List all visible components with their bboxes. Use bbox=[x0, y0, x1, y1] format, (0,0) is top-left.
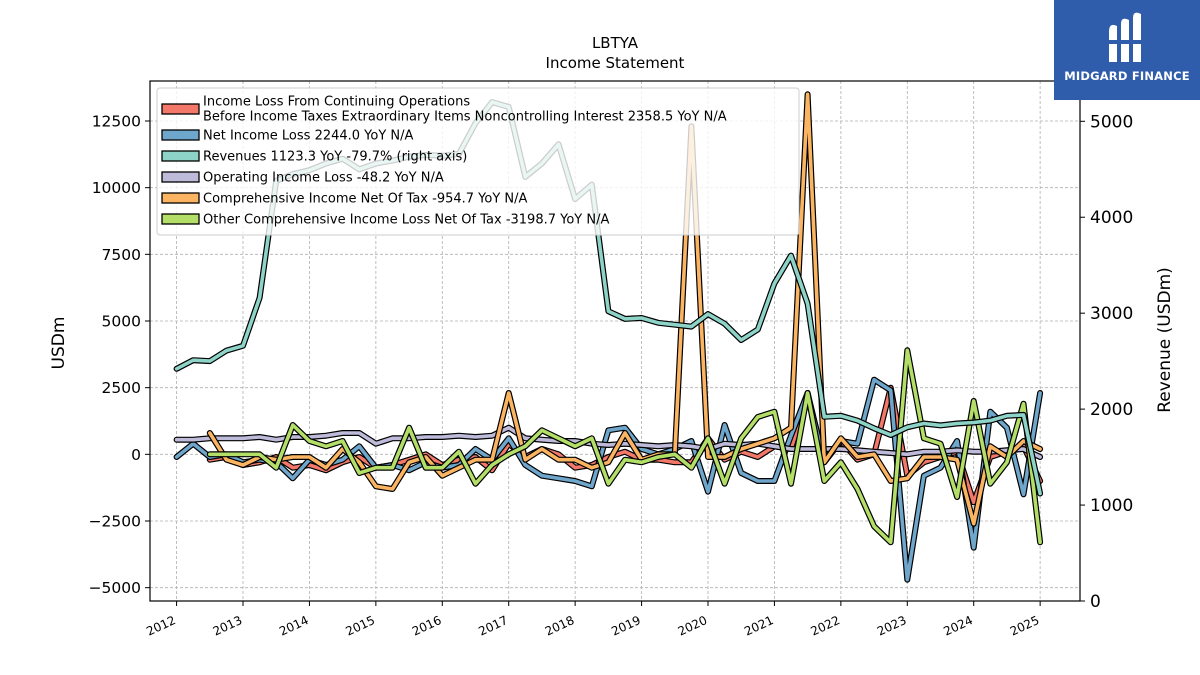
legend-label: Other Comprehensive Income Loss Net Of T… bbox=[203, 213, 609, 228]
y-tick-label-right: 3000 bbox=[1090, 304, 1133, 324]
y-tick-label-left: 12500 bbox=[92, 113, 141, 131]
legend-box bbox=[156, 87, 800, 236]
legend-label: Before Income Taxes Extraordinary Items … bbox=[203, 110, 727, 125]
legend-swatch bbox=[161, 192, 200, 204]
legend-label: Net Income Loss 2244.0 YoY N/A bbox=[203, 129, 414, 144]
legend-swatch bbox=[161, 213, 200, 225]
legend-swatch bbox=[161, 103, 200, 115]
y-tick-label-left: 7500 bbox=[102, 246, 141, 264]
legend-label: Income Loss From Continuing Operations bbox=[203, 95, 470, 110]
legend-label: Revenues 1123.3 YoY -79.7% (right axis) bbox=[203, 150, 467, 165]
chart-ticker: LBTYA bbox=[592, 34, 639, 52]
y-tick-label-right: 1000 bbox=[1090, 496, 1133, 516]
series-line bbox=[208, 348, 1042, 545]
y-tick-label-left: 5000 bbox=[102, 313, 141, 331]
y-tick-label-right: 2000 bbox=[1090, 400, 1133, 420]
series-other-comprehensive-income-loss-net-of-tax bbox=[206, 347, 1044, 546]
y-tick-label-left: −5000 bbox=[89, 579, 141, 597]
legend-swatch bbox=[161, 150, 200, 162]
y-tick-label-left: 10000 bbox=[92, 179, 141, 197]
chart-title: Income Statement bbox=[546, 54, 685, 72]
y-tick-label-left: −2500 bbox=[89, 513, 141, 531]
legend-swatch bbox=[161, 171, 200, 183]
y-tick-label-right: 5000 bbox=[1090, 112, 1133, 132]
legend: Income Loss From Continuing OperationsBe… bbox=[156, 87, 800, 236]
y-tick-label-left: 0 bbox=[131, 446, 141, 464]
brand-logo: MIDGARD FINANCE bbox=[1054, 0, 1200, 100]
right-axis: 5000 4000 3000 2000 1000 0 bbox=[1080, 112, 1133, 612]
plot-frame bbox=[149, 80, 1081, 602]
left-axis: 12500 10000 7500 5000 2500 0 −2500 −5000 bbox=[89, 113, 150, 597]
legend-swatch bbox=[161, 129, 200, 141]
y-tick-label-left: 2500 bbox=[102, 379, 141, 397]
y-tick-label-right: 4000 bbox=[1090, 208, 1133, 228]
y-tick-label-right: 0 bbox=[1090, 592, 1101, 612]
midgard-logo-icon bbox=[1107, 12, 1143, 63]
y-axis-label-right: Revenue (USDm) bbox=[1155, 267, 1175, 413]
legend-label: Comprehensive Income Net Of Tax -954.7 Y… bbox=[203, 192, 528, 207]
legend-label: Operating Income Loss -48.2 YoY N/A bbox=[203, 171, 444, 186]
brand-name: MIDGARD FINANCE bbox=[1064, 69, 1190, 83]
y-axis-label-left: USDm bbox=[49, 317, 69, 370]
